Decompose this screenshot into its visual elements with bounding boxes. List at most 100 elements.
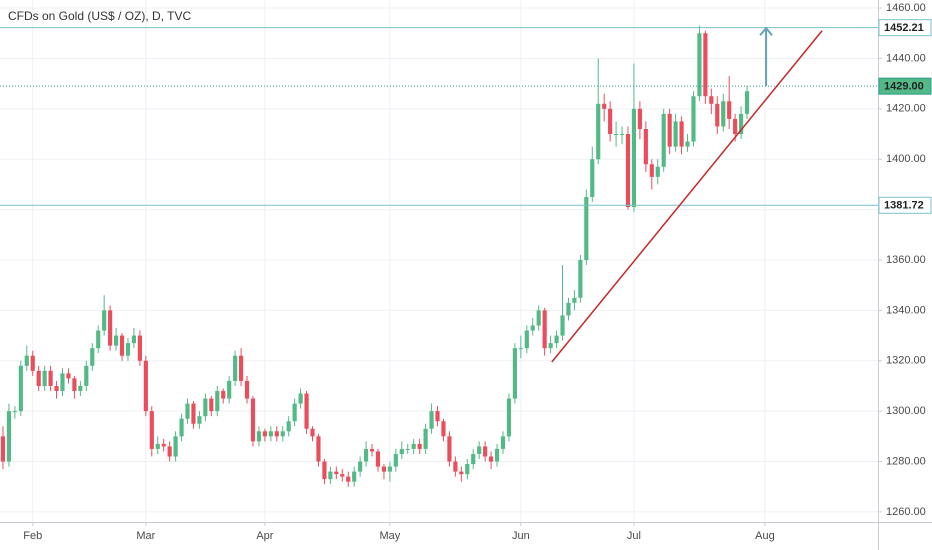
chart-title: CFDs on Gold (US$ / OZ), D, TVC [8,9,191,23]
candle-body [298,393,303,404]
price-label-box [878,77,932,95]
candle-body [322,461,327,480]
candle-body [429,411,434,429]
candle-body [489,456,494,462]
price-label-box [878,196,932,214]
candle-body [566,302,571,316]
candle-body [411,443,416,449]
candle-body [477,446,482,454]
candle-body [304,393,309,429]
candle-body [572,297,577,303]
candle-body [12,411,17,413]
candle-body [191,403,196,424]
candle-body [238,355,244,381]
candle-body [274,431,279,437]
candle-body [316,436,321,462]
candle-body [352,471,357,482]
candle-body [524,330,529,349]
candle-body [66,373,71,379]
candle-body [709,96,714,104]
candle-body [721,101,726,127]
candle-body [715,103,720,127]
candle-body [197,416,202,424]
candle-body [334,471,339,475]
candle-body [554,335,559,344]
y-tick-label: 1420.00 [886,103,926,115]
candle-body [42,370,47,386]
candle-body [512,348,517,399]
x-tick-label: Mar [136,530,155,542]
x-tick-label: Apr [256,530,273,542]
candle-body [36,370,41,386]
x-tick-label: Feb [23,530,42,542]
candle-body [423,428,428,449]
candle-body [369,448,375,452]
candle-body [215,390,220,412]
candle-body [494,448,500,462]
candle-body [465,464,470,475]
candle-body [733,118,738,135]
price-label: 1381.72 [884,200,924,212]
candle-body [60,373,65,391]
candle-body [536,310,541,326]
candle-body [548,343,553,349]
candle-body [697,33,702,97]
candle-body [167,446,172,457]
candle-body [602,103,607,109]
candle-body [0,436,6,462]
candle-body [685,141,690,147]
candle-body [280,431,285,437]
y-tick-label: 1440.00 [886,52,926,64]
candle-body [375,451,381,467]
candle-body [363,448,369,462]
candle-body [131,335,137,344]
candle-body [54,385,59,391]
candle-body [703,33,708,97]
candle-body [340,474,345,477]
candle-body [483,446,488,457]
candle-body [113,335,119,346]
candle-body [679,121,684,147]
y-tick-label: 1320.00 [886,355,926,367]
candle-body [227,380,232,399]
candle-body [149,411,154,449]
candle-body [292,403,297,422]
candle-body [661,113,666,167]
candle-body [328,471,333,480]
candle-body [608,108,613,135]
candle-body [221,390,226,399]
candle-body [268,431,273,437]
y-tick-label: 1260.00 [886,506,926,518]
candle-body [417,443,422,449]
candle-body [691,96,696,142]
candle-body [441,421,446,437]
candle-body [125,343,131,356]
candle-body [405,448,410,450]
candle-body [48,370,53,386]
y-tick-label: 1360.00 [886,254,926,266]
candle-body [619,134,625,136]
candle-body [518,348,523,350]
candle-body [137,335,142,361]
x-tick-label: May [380,530,401,542]
y-tick-label: 1400.00 [886,153,926,165]
candle-body [96,330,101,349]
candle-body [102,310,107,331]
candle-body [310,428,315,437]
candle-body [203,398,208,417]
candle-body [119,335,125,356]
candle-body [209,398,214,412]
candle-body [244,380,250,399]
candle-body [667,113,672,147]
candle-body [500,436,506,449]
candle-body [506,398,512,437]
candle-body [739,113,744,135]
candle-body [256,431,262,442]
x-tick-label: Jun [512,530,530,542]
price-label: 1429.00 [884,81,924,93]
y-tick-label: 1300.00 [886,405,926,417]
candle-body [447,436,452,462]
candle-body [179,418,184,437]
